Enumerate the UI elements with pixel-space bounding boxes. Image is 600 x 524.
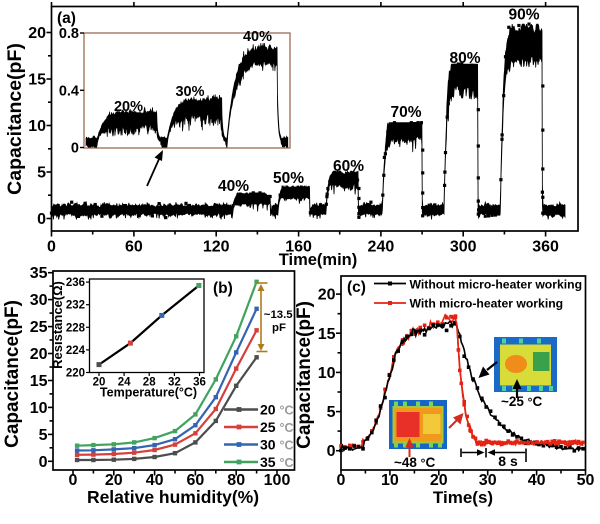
svg-text:20: 20: [105, 472, 123, 489]
svg-text:160: 160: [285, 239, 312, 256]
svg-text:(c): (c): [347, 279, 366, 296]
svg-text:0: 0: [327, 443, 336, 460]
svg-text:0: 0: [337, 472, 346, 489]
svg-text:224: 224: [66, 345, 86, 357]
svg-text:30 °C: 30 °C: [260, 437, 294, 453]
svg-text:30: 30: [30, 292, 48, 309]
svg-text:20: 20: [430, 472, 448, 489]
svg-text:300: 300: [450, 239, 477, 256]
svg-text:~48 °C: ~48 °C: [394, 455, 435, 470]
svg-text:228: 228: [66, 322, 86, 334]
svg-text:0: 0: [71, 141, 79, 157]
svg-text:236: 236: [66, 277, 85, 289]
svg-text:24: 24: [118, 377, 131, 389]
svg-text:30: 30: [479, 472, 497, 489]
svg-text:Temperature(°C): Temperature(°C): [100, 386, 197, 400]
svg-text:25: 25: [30, 319, 48, 336]
svg-text:240: 240: [368, 239, 395, 256]
svg-text:100: 100: [264, 472, 291, 489]
svg-text:60: 60: [125, 239, 143, 256]
svg-text:80: 80: [227, 472, 245, 489]
svg-text:20: 20: [30, 346, 48, 363]
svg-text:Resistance(Ω): Resistance(Ω): [50, 281, 65, 369]
svg-text:30%: 30%: [175, 84, 204, 100]
svg-text:Without micro-heater working: Without micro-heater working: [410, 278, 583, 292]
svg-text:32: 32: [168, 377, 181, 389]
svg-text:40%: 40%: [218, 178, 249, 195]
svg-text:0: 0: [39, 454, 48, 471]
svg-text:Relative humidity(%): Relative humidity(%): [87, 487, 259, 507]
svg-text:With micro-heater working: With micro-heater working: [410, 297, 564, 311]
svg-text:0.4: 0.4: [59, 83, 79, 99]
svg-text:0: 0: [69, 472, 78, 489]
svg-text:40%: 40%: [243, 29, 272, 45]
svg-text:Capacitance(pF): Capacitance(pF): [2, 300, 23, 448]
svg-text:25 °C: 25 °C: [260, 419, 294, 435]
svg-text:pF: pF: [272, 322, 286, 334]
svg-text:36: 36: [193, 377, 206, 389]
svg-text:Capacitance(pF): Capacitance(pF): [4, 43, 26, 195]
svg-text:5: 5: [39, 427, 48, 444]
svg-text:70%: 70%: [390, 104, 421, 121]
svg-text:~13.5: ~13.5: [264, 309, 293, 321]
svg-text:60: 60: [187, 472, 205, 489]
svg-text:(a): (a): [57, 10, 76, 27]
svg-text:15: 15: [28, 72, 46, 89]
svg-text:20%: 20%: [114, 99, 143, 115]
svg-text:~25 °C: ~25 °C: [501, 394, 542, 409]
svg-text:50: 50: [577, 472, 595, 489]
svg-text:10: 10: [30, 400, 48, 417]
svg-text:40: 40: [528, 472, 546, 489]
svg-text:40: 40: [146, 472, 164, 489]
svg-text:20: 20: [93, 377, 106, 389]
svg-text:0: 0: [47, 239, 56, 256]
svg-text:35 °C: 35 °C: [260, 454, 294, 470]
svg-text:10: 10: [381, 472, 399, 489]
svg-text:20 °C: 20 °C: [260, 402, 294, 418]
svg-text:10: 10: [28, 118, 46, 135]
svg-text:(b): (b): [213, 280, 233, 297]
svg-text:360: 360: [532, 239, 559, 256]
svg-text:220: 220: [66, 368, 85, 380]
svg-text:8 s: 8 s: [498, 453, 518, 469]
svg-text:10: 10: [318, 365, 336, 382]
svg-text:35: 35: [30, 265, 48, 282]
svg-text:232: 232: [66, 300, 85, 312]
svg-text:0: 0: [37, 211, 46, 228]
svg-text:15: 15: [318, 326, 336, 343]
svg-text:5: 5: [37, 165, 46, 182]
svg-text:28: 28: [143, 377, 156, 389]
svg-text:90%: 90%: [508, 7, 539, 24]
svg-text:20: 20: [28, 25, 46, 42]
svg-text:50%: 50%: [273, 170, 304, 187]
svg-text:20: 20: [318, 287, 336, 304]
svg-text:Capacitance(pF): Capacitance(pF): [294, 301, 315, 449]
svg-text:15: 15: [30, 373, 48, 390]
svg-text:Time(min): Time(min): [279, 251, 358, 269]
svg-text:5: 5: [327, 404, 336, 421]
svg-text:0.8: 0.8: [59, 26, 79, 42]
svg-text:120: 120: [203, 239, 230, 256]
svg-text:Time(s): Time(s): [433, 488, 493, 507]
